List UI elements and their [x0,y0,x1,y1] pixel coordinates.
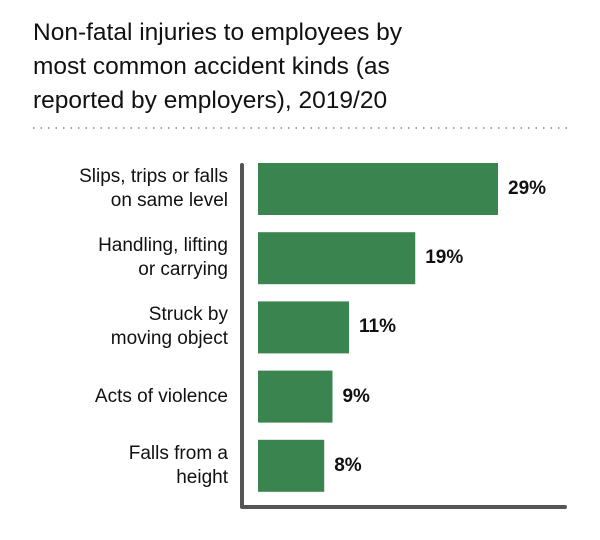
category-label: Acts of violence [94,385,228,407]
category-label: Struck by moving object [110,304,228,350]
bar [258,163,498,215]
category-label: Handling, lifting or carrying [98,235,228,281]
bar [258,232,416,285]
chart-title: Non-fatal injuries to employees by most … [33,19,403,114]
value-label: 8% [334,454,362,476]
category-label: Falls from a height [128,442,228,488]
bar [258,439,325,492]
value-label: 11% [359,316,397,338]
value-label: 9% [342,385,370,407]
axis [240,163,567,509]
value-label: 29% [508,178,547,199]
bar [258,370,333,423]
bar [258,301,350,354]
value-label: 19% [425,247,464,269]
category-label: Slips, trips or falls on same level [79,166,228,211]
